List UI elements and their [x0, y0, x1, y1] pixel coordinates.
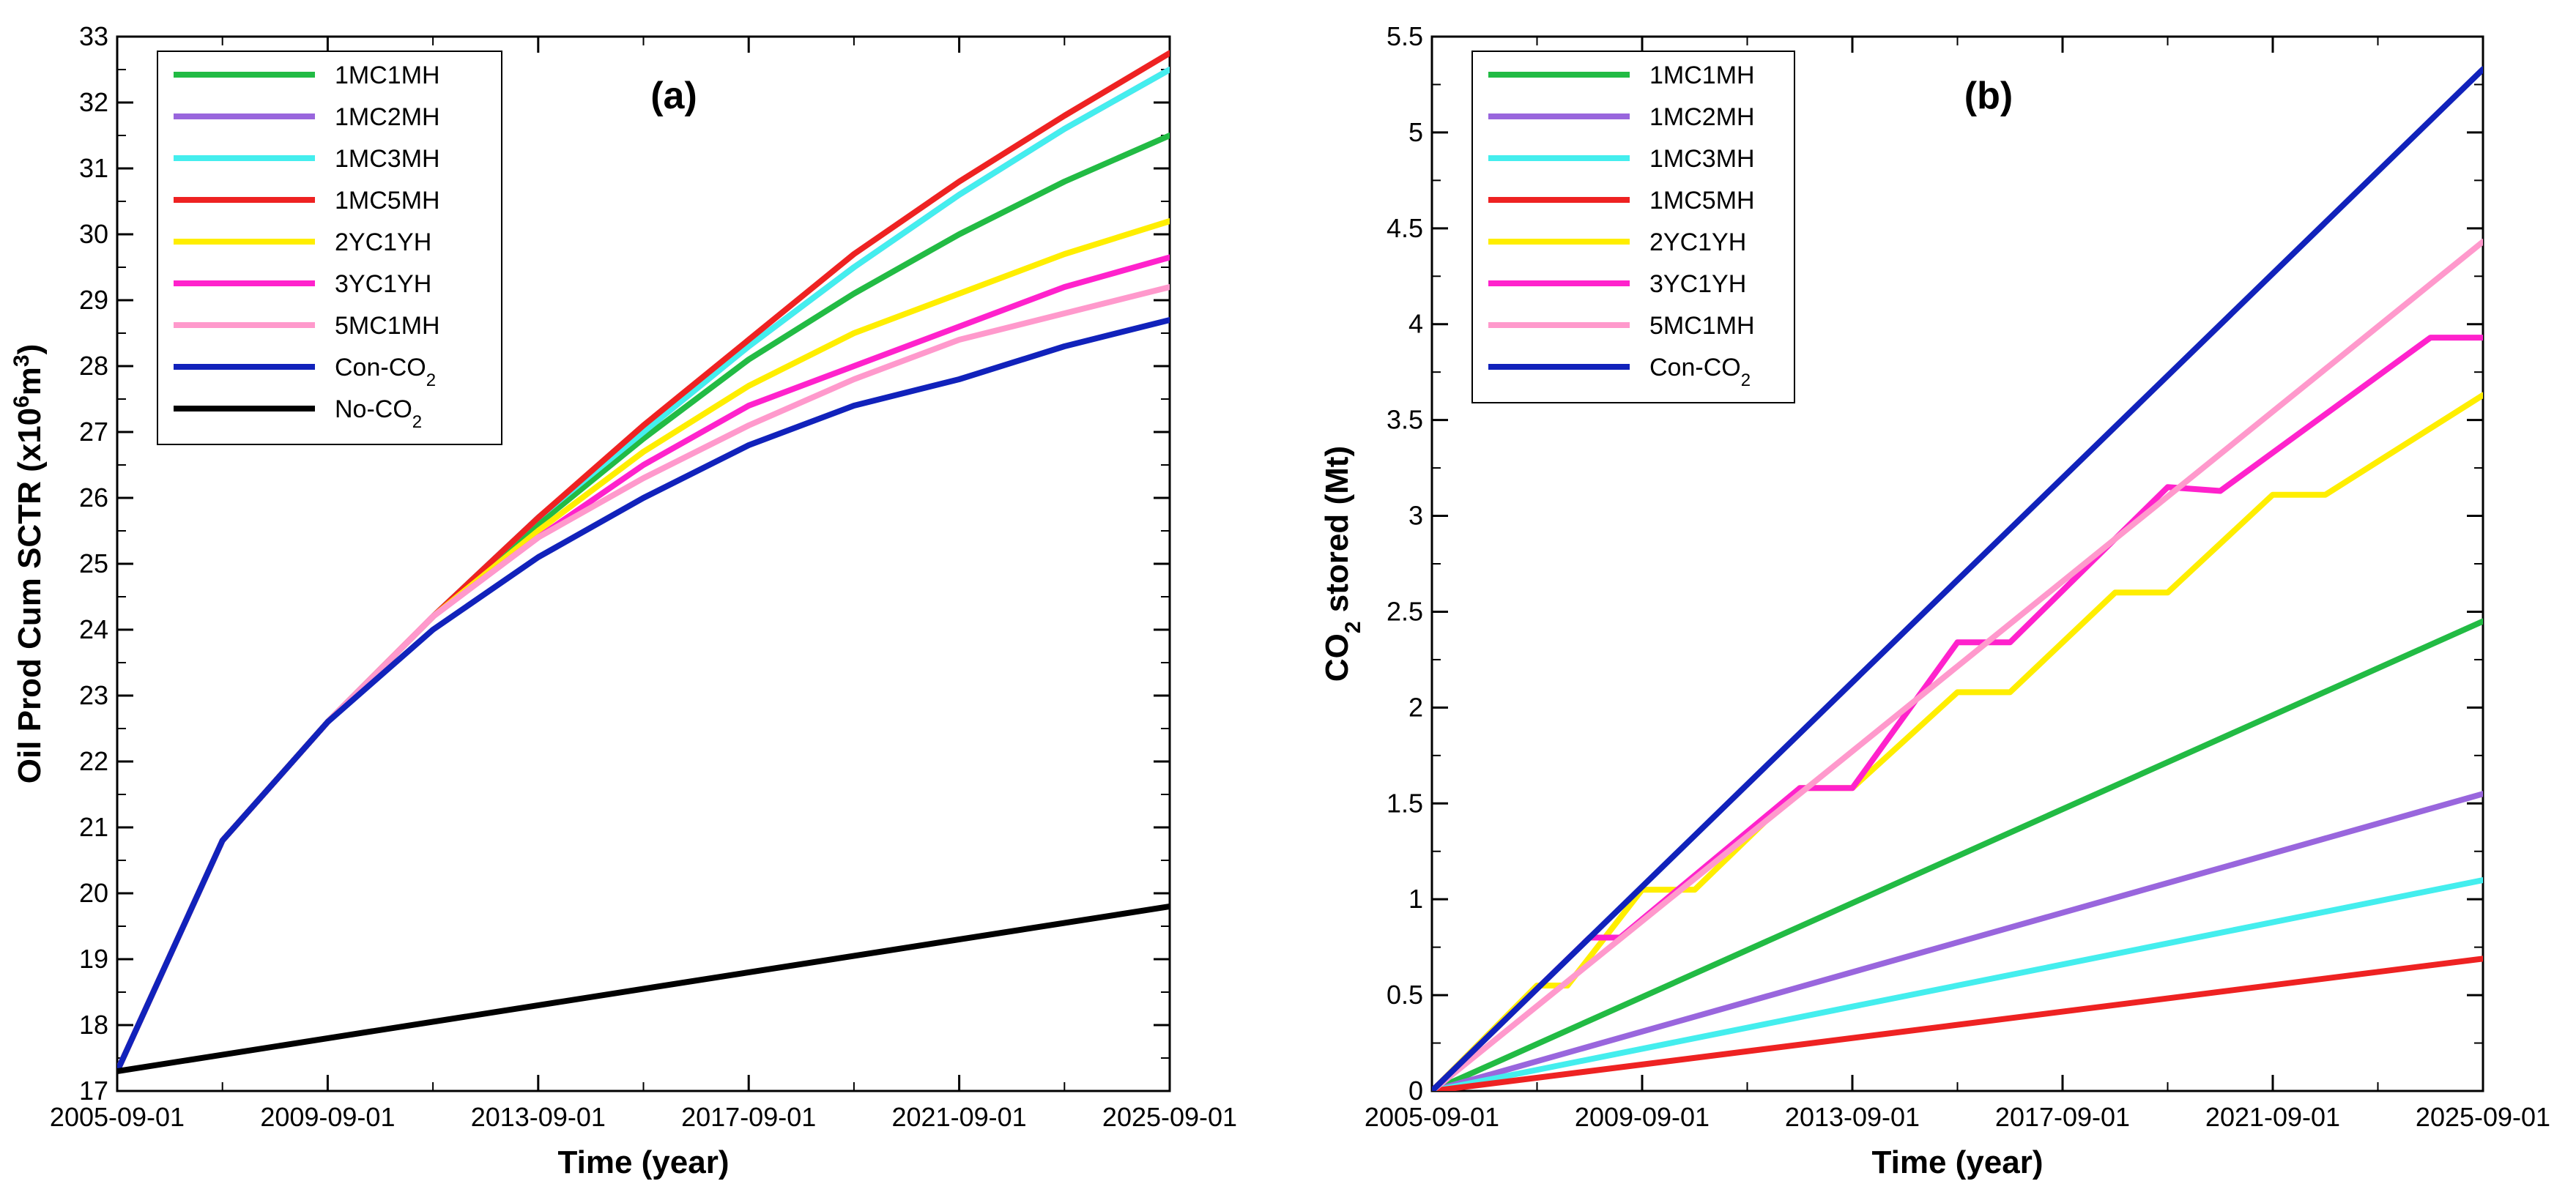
- x-tick-label: 2013-09-01: [471, 1102, 606, 1132]
- x-tick-label: 2013-09-01: [1785, 1102, 1920, 1132]
- legend-entry: Con-CO2: [335, 354, 436, 390]
- y-tick-label: 19: [79, 944, 108, 974]
- x-axis-title: Time (year): [558, 1144, 730, 1180]
- series-line-1mc3mh: [1432, 877, 2483, 1091]
- legend: 1MC1MH 1MC2MH 1MC3MH 1MC5MH 2YC1YH 3YC1YH 5MC1…: [1471, 51, 1795, 403]
- x-tick-label: 2021-09-01: [892, 1102, 1027, 1132]
- legend-entry: 1MC1MH: [1649, 62, 1755, 89]
- legend-entry: Con-CO2: [1649, 354, 1751, 390]
- y-tick-label: 30: [79, 219, 108, 249]
- y-tick-label: 20: [79, 878, 108, 908]
- series-lines: [1432, 66, 2483, 1091]
- legend-entry: 1MC2MH: [335, 103, 440, 131]
- y-tick-label: 2.5: [1387, 596, 1423, 626]
- x-tick-label: 2005-09-01: [1365, 1102, 1499, 1132]
- legend-entry: No-CO2: [335, 395, 422, 432]
- legend-entry: 1MC1MH: [335, 62, 440, 89]
- y-tick-label: 2: [1408, 692, 1423, 722]
- y-tick-label: 3: [1408, 501, 1423, 531]
- legend-entry: 2YC1YH: [1649, 228, 1746, 256]
- panel-label: (b): [1964, 75, 2013, 117]
- y-tick-label: 1.5: [1387, 788, 1423, 818]
- legend-entry: 5MC1MH: [335, 312, 440, 340]
- y-tick-label: 29: [79, 285, 108, 315]
- y-tick-label: 1: [1408, 884, 1423, 914]
- series-line-con-co2: [1432, 66, 2483, 1091]
- x-tick-label: 2021-09-01: [2205, 1102, 2340, 1132]
- y-tick-label: 3.5: [1387, 405, 1423, 435]
- y-tick-label: 0.5: [1387, 980, 1423, 1010]
- y-axis-title: Oil Prod Cum SCTR (x106m3): [10, 344, 48, 784]
- y-tick-label: 5: [1408, 117, 1423, 147]
- y-tick-label: 28: [79, 351, 108, 381]
- x-tick-label: 2009-09-01: [260, 1102, 395, 1132]
- legend-box: [157, 51, 502, 445]
- series-line-1mc5mh: [1432, 956, 2483, 1091]
- x-tick-label: 2025-09-01: [2416, 1102, 2550, 1132]
- panel-label: (a): [650, 75, 697, 117]
- series-line-1mc1mh: [1432, 618, 2483, 1091]
- y-tick-label: 27: [79, 417, 108, 447]
- legend: 1MC1MH 1MC2MH 1MC3MH 1MC5MH 2YC1YH 3YC1YH 5MC1…: [157, 51, 502, 445]
- legend-entry: 1MC5MH: [335, 187, 440, 215]
- legend-entry: 1MC3MH: [1649, 145, 1755, 173]
- y-tick-label: 23: [79, 680, 108, 710]
- legend-entry: 1MC2MH: [1649, 103, 1755, 131]
- series-line-1mc2mh: [1432, 791, 2483, 1091]
- series-line-no-co2: [117, 904, 1170, 1074]
- y-tick-label: 17: [79, 1076, 108, 1106]
- x-tick-label: 2005-09-01: [50, 1102, 185, 1132]
- series-lines: [117, 50, 1170, 1074]
- x-tick-label: 2025-09-01: [1102, 1102, 1237, 1132]
- x-tick-label: 2017-09-01: [681, 1102, 816, 1132]
- legend-box: [1471, 51, 1795, 403]
- y-tick-label: 33: [79, 21, 108, 51]
- y-tick-label: 4.5: [1387, 213, 1423, 243]
- legend-entry: 3YC1YH: [1649, 270, 1746, 298]
- y-tick-label: 31: [79, 153, 108, 183]
- chart-panel-b: 0 0.5 1 1.5 2 2.5 3 3.5 4 4.5 5 5.5 2005-09-01 2009-0…: [1319, 21, 2550, 1180]
- y-tick-label: 26: [79, 483, 108, 513]
- y-tick-label: 21: [79, 812, 108, 842]
- series-line-3yc1yh: [1432, 335, 2483, 1091]
- x-tick-label: 2009-09-01: [1575, 1102, 1710, 1132]
- x-axis-title: Time (year): [1872, 1144, 2044, 1180]
- series-line-5mc1mh: [1432, 239, 2483, 1091]
- y-tick-label: 22: [79, 746, 108, 776]
- legend-entry: 3YC1YH: [335, 270, 431, 298]
- series-line-con-co2: [117, 317, 1170, 1074]
- chart-panel-a: 17 18 19 20 21 22 23 24 25 26 27 28 29 30 31 32 33 2005-0…: [10, 21, 1238, 1180]
- y-tick-label: 0: [1408, 1076, 1423, 1106]
- y-axis-title: CO2 stored (Mt): [1319, 446, 1365, 682]
- y-tick-label: 4: [1408, 309, 1423, 339]
- x-tick-label: 2017-09-01: [1995, 1102, 2130, 1132]
- y-tick-label: 24: [79, 614, 108, 644]
- legend-entry: 2YC1YH: [335, 228, 431, 256]
- y-tick-label: 18: [79, 1010, 108, 1040]
- y-tick-label: 5.5: [1387, 21, 1423, 51]
- legend-entry: 1MC3MH: [335, 145, 440, 173]
- y-tick-label: 32: [79, 87, 108, 117]
- legend-entry: 5MC1MH: [1649, 312, 1755, 340]
- legend-entry: 1MC5MH: [1649, 187, 1755, 215]
- y-tick-label: 25: [79, 548, 108, 578]
